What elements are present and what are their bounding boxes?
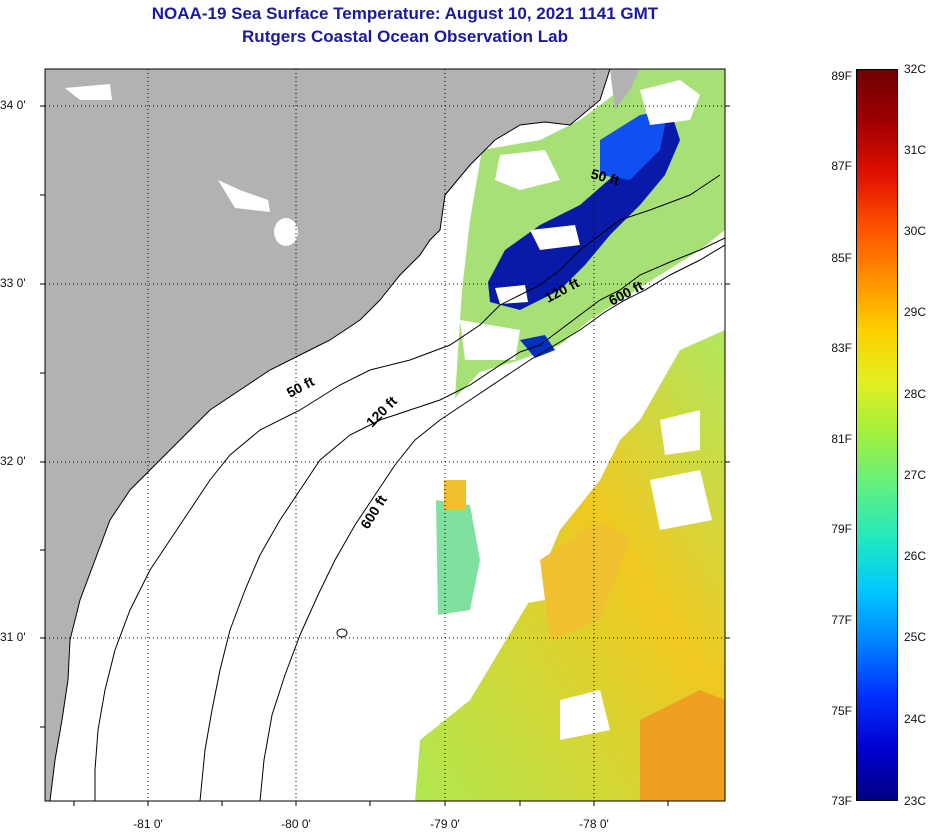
cloud-gap <box>460 320 520 360</box>
map-frame <box>44 68 726 802</box>
cloud-gap <box>480 560 545 610</box>
sst-warm-pixel <box>444 480 466 510</box>
sst-colorbar <box>856 69 898 801</box>
cloud-gap <box>660 410 700 455</box>
land-mass <box>45 69 610 801</box>
contour-120ft <box>199 237 725 801</box>
coastline <box>49 69 611 801</box>
lon-label: -80 0' <box>281 817 311 831</box>
colorbar-c-label: 27C <box>904 468 927 482</box>
sst-scatter-west <box>436 500 480 615</box>
cloud-gap <box>495 150 560 190</box>
lat-lon-grid <box>45 69 725 801</box>
lake <box>274 218 298 246</box>
lat-label: 32 0' <box>0 454 26 468</box>
contour-600ft <box>259 244 725 801</box>
axis-ticks <box>40 105 730 806</box>
colorbar-c-label: 29C <box>904 305 927 319</box>
cloud-gap <box>560 690 610 740</box>
colorbar-c-label: 25C <box>904 630 927 644</box>
colorbar-c-label: 24C <box>904 712 927 726</box>
cloud-gap <box>530 225 580 250</box>
lon-label: -79 0' <box>430 817 460 831</box>
colorbar-c-label: 31C <box>904 143 927 157</box>
colorbar-f-label: 87F <box>831 159 852 173</box>
cloud-gap <box>640 80 700 125</box>
colorbar-c-label: 26C <box>904 549 927 563</box>
colorbar-c-label: 32C <box>904 62 927 76</box>
sst-warm-patch <box>640 690 725 801</box>
map-title: NOAA-19 Sea Surface Temperature: August … <box>151 4 659 23</box>
colorbar-f-label: 85F <box>831 251 852 265</box>
cloud-gap <box>650 470 712 530</box>
colorbar-f-label: 75F <box>831 704 852 718</box>
lat-label: 31 0' <box>0 630 26 644</box>
colorbar-f-label: 81F <box>831 432 852 446</box>
colorbar-f-label: 73F <box>831 794 852 808</box>
colorbar-f-label: 89F <box>831 69 852 83</box>
colorbar-f-label: 83F <box>831 341 852 355</box>
map-subtitle: Rutgers Coastal Ocean Observation Lab <box>242 27 568 46</box>
lon-label: -78 0' <box>579 817 609 831</box>
colorbar-c-label: 23C <box>904 794 927 808</box>
lat-label: 34 0' <box>0 98 26 112</box>
lake <box>65 84 112 100</box>
land-cape <box>610 69 640 110</box>
colorbar-c-label: 28C <box>904 387 927 401</box>
sst-cold-patch-2 <box>600 110 668 180</box>
contour-50ft <box>94 174 721 801</box>
colorbar-c-label: 30C <box>904 224 927 238</box>
contour-label-50ft-north: 50 ft <box>589 165 621 188</box>
lat-label: 33 0' <box>0 276 26 290</box>
lake <box>218 180 270 212</box>
cloud-gap <box>495 285 528 304</box>
lon-label: -81 0' <box>133 817 163 831</box>
colorbar-f-label: 77F <box>831 613 852 627</box>
seamount-contour <box>336 628 348 638</box>
sst-warm-patch-2 <box>540 520 630 640</box>
colorbar-f-label: 79F <box>831 522 852 536</box>
